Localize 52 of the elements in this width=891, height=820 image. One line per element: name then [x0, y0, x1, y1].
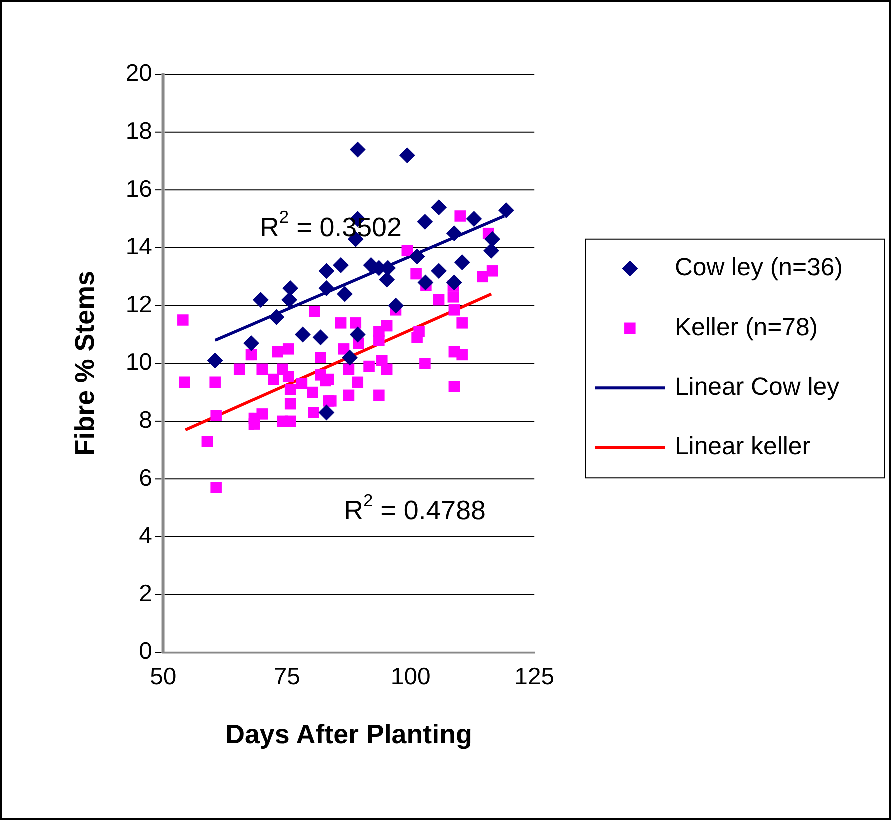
point	[399, 148, 416, 164]
y-tick-label: 8	[139, 407, 152, 434]
y-tick-label: 14	[126, 234, 152, 261]
point	[446, 226, 462, 242]
point	[294, 326, 311, 343]
point	[318, 404, 335, 421]
point	[318, 280, 335, 296]
legend-label: Linear keller	[674, 432, 811, 461]
point	[282, 292, 298, 308]
point	[244, 335, 260, 352]
point	[312, 330, 329, 346]
y-tick-label: 12	[126, 291, 152, 318]
legend-label: Linear Cow ley	[674, 372, 840, 401]
y-tick-label: 4	[139, 522, 152, 550]
y-tick-label: 6	[139, 464, 152, 492]
point	[350, 142, 366, 158]
y-tick-label: 2	[139, 580, 152, 608]
point	[318, 263, 335, 280]
point	[207, 352, 224, 369]
y-tick-label: 18	[126, 118, 152, 146]
point	[454, 254, 470, 270]
y-tick-label: 16	[126, 176, 152, 203]
legend-label: Cow ley (n=36)	[674, 254, 843, 282]
point	[379, 272, 396, 288]
point	[337, 286, 353, 302]
point	[466, 211, 482, 228]
point	[388, 298, 404, 314]
point	[484, 231, 500, 248]
x-tick-label: 50	[150, 663, 177, 690]
point	[282, 280, 299, 296]
y-tick-label: 10	[126, 349, 152, 376]
y-tick-label: 0	[139, 638, 152, 666]
point	[333, 257, 350, 274]
point	[350, 326, 366, 343]
point	[342, 350, 358, 366]
point	[484, 242, 500, 259]
x-tick-label: 125	[514, 663, 555, 690]
x-tick-label: 100	[390, 663, 431, 690]
x-axis-title: Days After Planting	[226, 720, 472, 750]
y-tick-label: 20	[126, 60, 152, 88]
point	[446, 274, 462, 291]
legend-label: Keller (n=78)	[674, 313, 818, 342]
point	[418, 274, 434, 291]
point	[498, 202, 514, 218]
point	[409, 248, 426, 265]
point	[431, 263, 448, 280]
y-axis-title: Fibre % Stems	[70, 271, 100, 456]
point	[268, 309, 285, 326]
point	[252, 292, 269, 308]
x-tick-label: 75	[274, 663, 300, 690]
point	[417, 214, 434, 230]
point	[431, 200, 448, 216]
